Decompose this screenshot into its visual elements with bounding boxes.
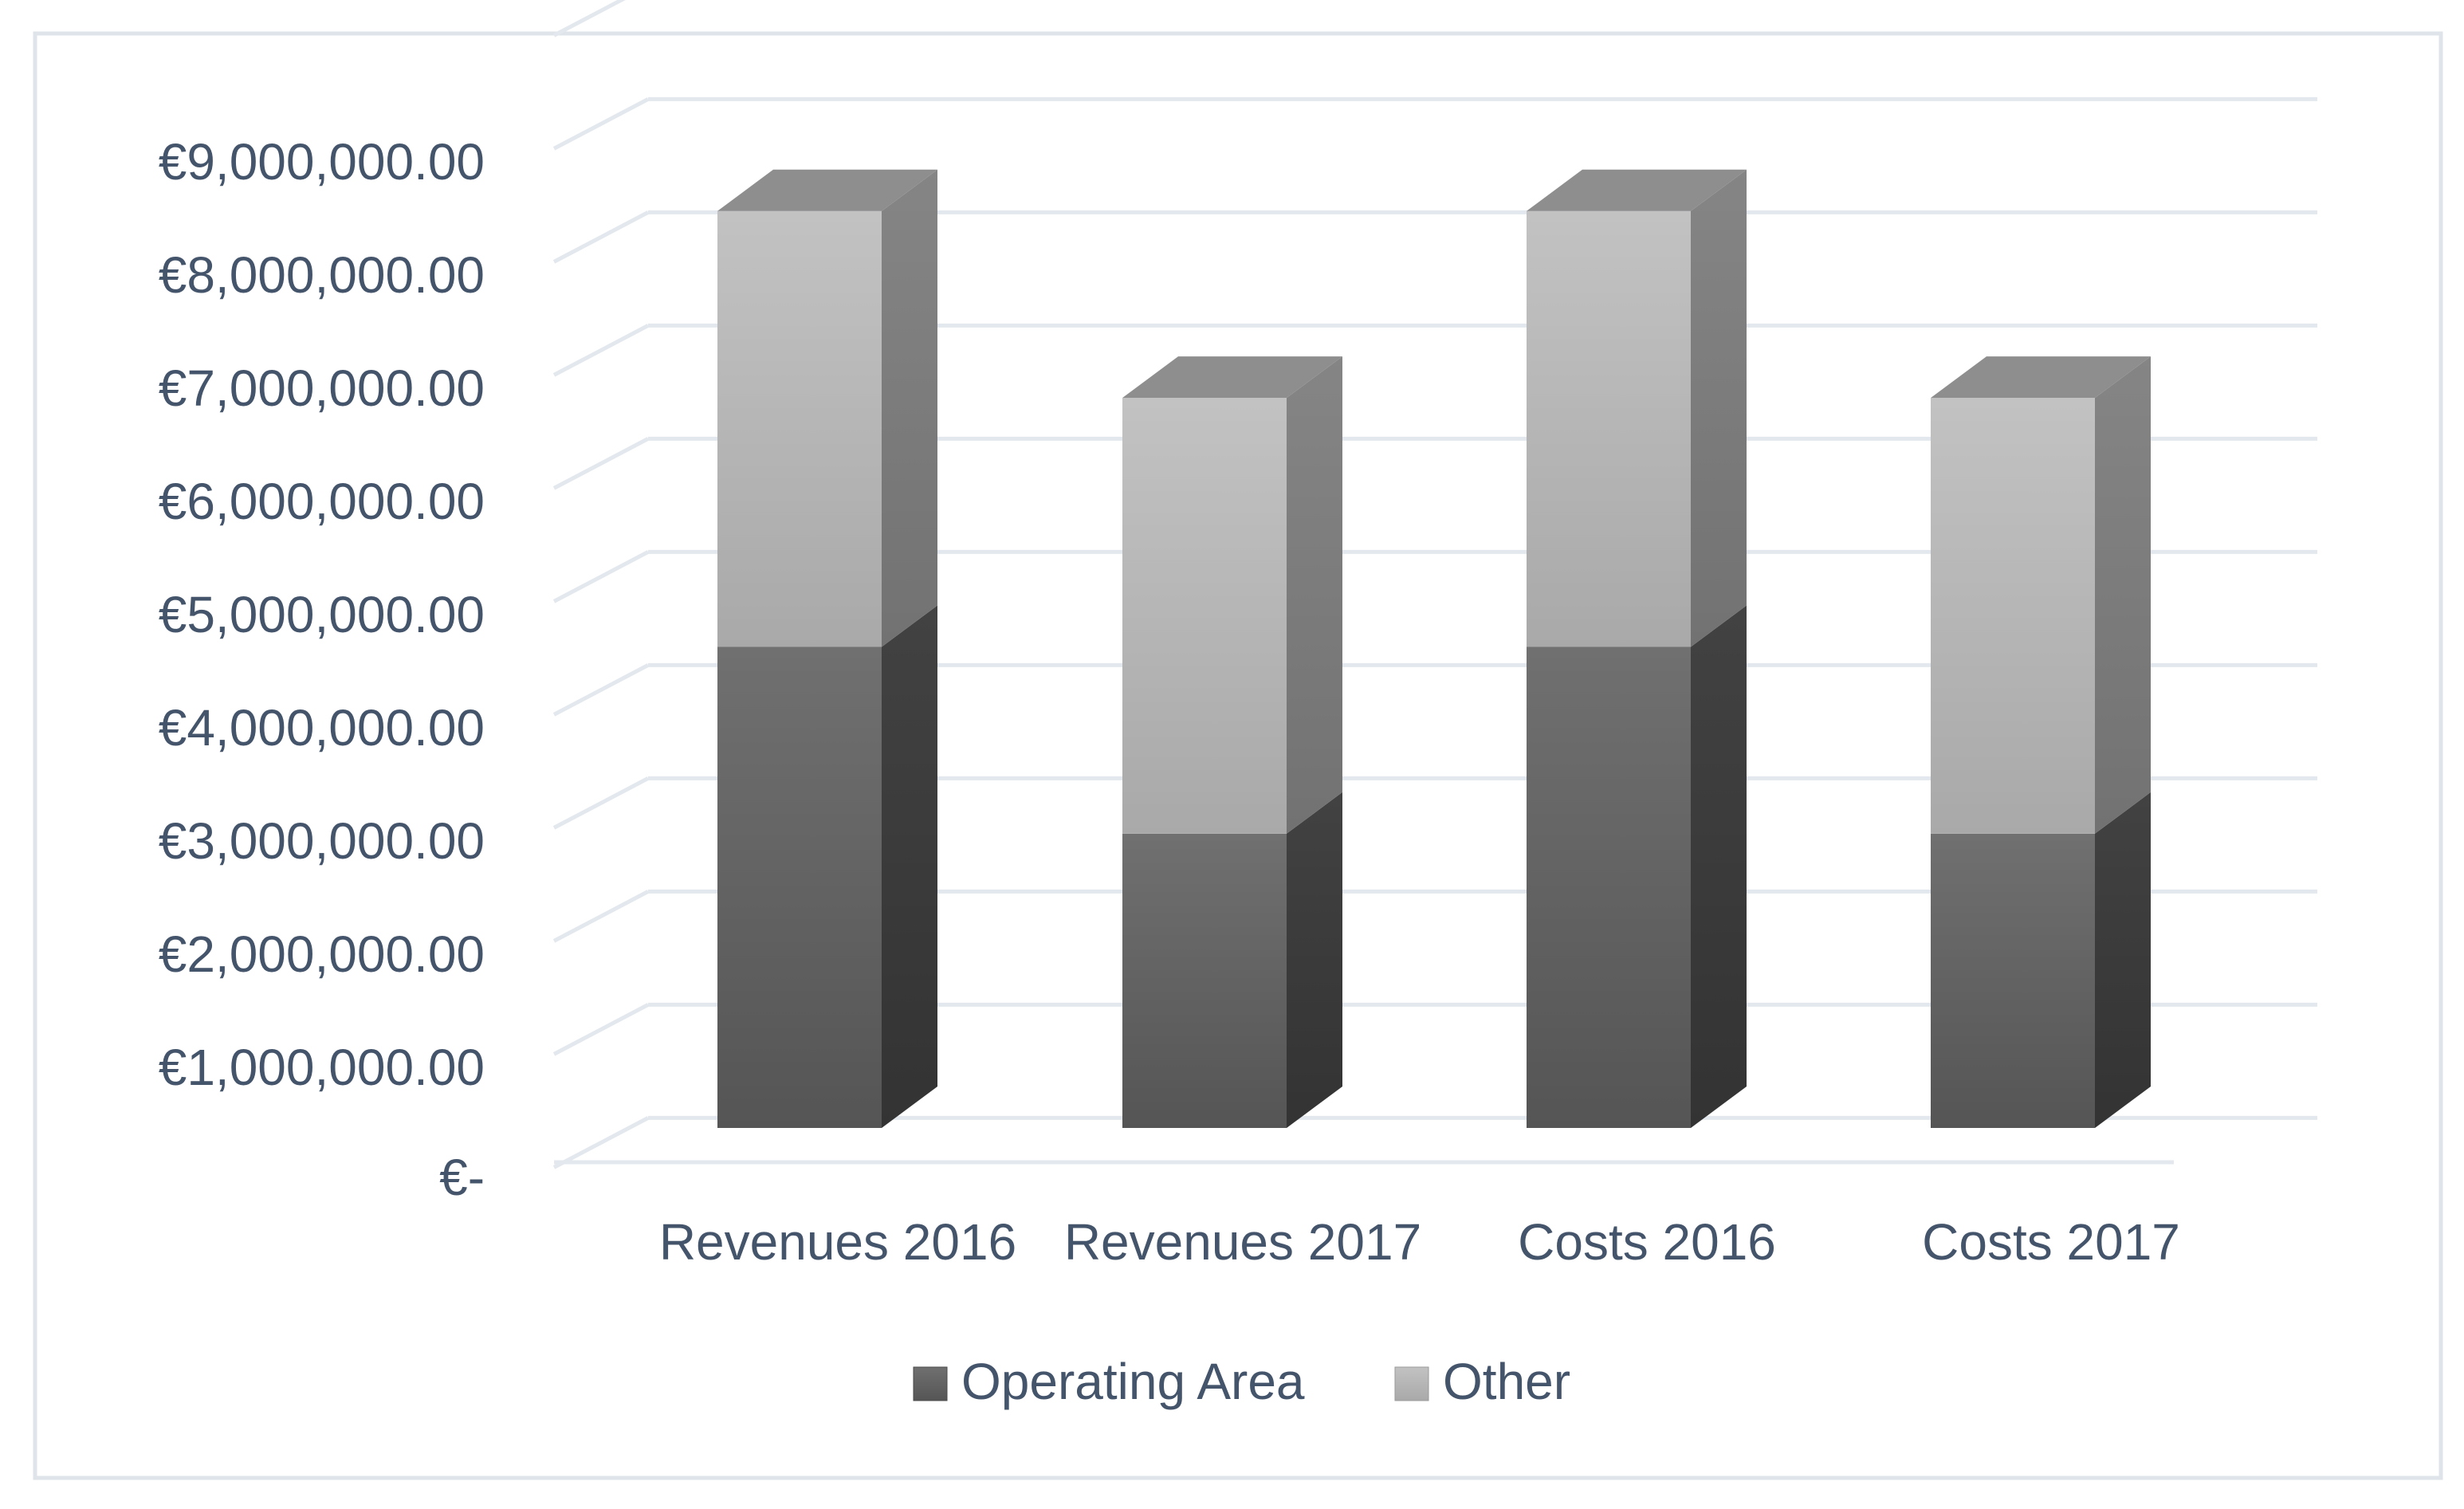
y-tick-label-6: €6,000,000.00: [159, 473, 485, 530]
gridline-depth-1: [552, 1003, 650, 1056]
gridline-depth-5: [552, 550, 650, 603]
gridline-depth-9: [552, 97, 650, 151]
bar-group-revenues-2016: [717, 169, 937, 1128]
bar-top-face-revenues-2017: [1122, 356, 1342, 399]
gridline-depth-3: [552, 776, 650, 830]
bar-group-costs-2016: [1527, 169, 1747, 1128]
bar-top-face-costs-2016: [1527, 169, 1747, 211]
bar-operating-area-side-revenues-2017: [1287, 792, 1342, 1128]
x-tick-label-costs-2016: Costs 2016: [1518, 1213, 1776, 1271]
bar-operating-area-revenues-2016: [717, 646, 882, 1128]
legend-label-operating-area: Operating Area: [961, 1353, 1305, 1410]
bar-other-side-costs-2016: [1691, 169, 1747, 647]
bar-operating-area-side-revenues-2016: [882, 605, 937, 1128]
x-tick-label-revenues-2016: Revenues 2016: [659, 1213, 1016, 1271]
y-tick-label-7: €7,000,000.00: [159, 360, 485, 417]
gridline-depth-top: [552, 0, 626, 37]
bar-operating-area-side-costs-2017: [2095, 792, 2151, 1128]
x-tick-label-revenues-2017: Revenues 2017: [1064, 1213, 1421, 1271]
gridline-depth-7: [552, 324, 650, 377]
bars: [717, 169, 2151, 1128]
bar-operating-area-revenues-2017: [1122, 833, 1287, 1128]
x-tick-label-costs-2017: Costs 2017: [1922, 1213, 2180, 1271]
bar-operating-area-costs-2017: [1931, 833, 2095, 1128]
legend-swatch-other: [1394, 1366, 1429, 1401]
bar-other-costs-2017: [1931, 398, 2095, 834]
bar-operating-area-costs-2016: [1527, 646, 1691, 1128]
gridline-depth-0: [552, 1116, 650, 1169]
legend-label-other: Other: [1443, 1353, 1570, 1410]
bar-group-costs-2017: [1931, 356, 2151, 1128]
bar-operating-area-side-costs-2016: [1691, 605, 1747, 1128]
bar-top-face-costs-2017: [1931, 356, 2151, 399]
y-axis-tick-labels: €- €1,000,000.00 €2,000,000.00 €3,000,000.0…: [159, 133, 485, 1206]
legend: Operating Area Other: [913, 1353, 1570, 1410]
bar-other-revenues-2017: [1122, 398, 1287, 834]
bar-top-face-revenues-2016: [717, 169, 937, 211]
gridline-depth-8: [552, 210, 650, 264]
bar-other-side-revenues-2016: [882, 169, 937, 647]
bar-other-side-revenues-2017: [1287, 356, 1342, 834]
y-tick-label-3: €3,000,000.00: [159, 812, 485, 870]
gridline-depth-6: [552, 437, 650, 490]
bar-group-revenues-2017: [1122, 356, 1342, 1128]
y-tick-label-8: €8,000,000.00: [159, 246, 485, 304]
bar-other-revenues-2016: [717, 210, 882, 647]
y-tick-label-0: €-: [439, 1149, 485, 1206]
legend-swatch-operating-area: [913, 1366, 948, 1401]
bar-other-side-costs-2017: [2095, 356, 2151, 834]
y-tick-label-2: €2,000,000.00: [159, 925, 485, 983]
y-tick-label-5: €5,000,000.00: [159, 586, 485, 643]
y-tick-label-1: €1,000,000.00: [159, 1039, 485, 1096]
gridline-depth-4: [552, 663, 650, 717]
gridline-depth-2: [552, 890, 650, 943]
y-tick-label-9: €9,000,000.00: [159, 133, 485, 191]
x-axis-category-labels: Revenues 2016 Revenues 2017 Costs 2016 Cost…: [659, 1213, 2180, 1271]
bar-other-costs-2016: [1527, 210, 1691, 647]
y-tick-label-4: €4,000,000.00: [159, 699, 485, 756]
